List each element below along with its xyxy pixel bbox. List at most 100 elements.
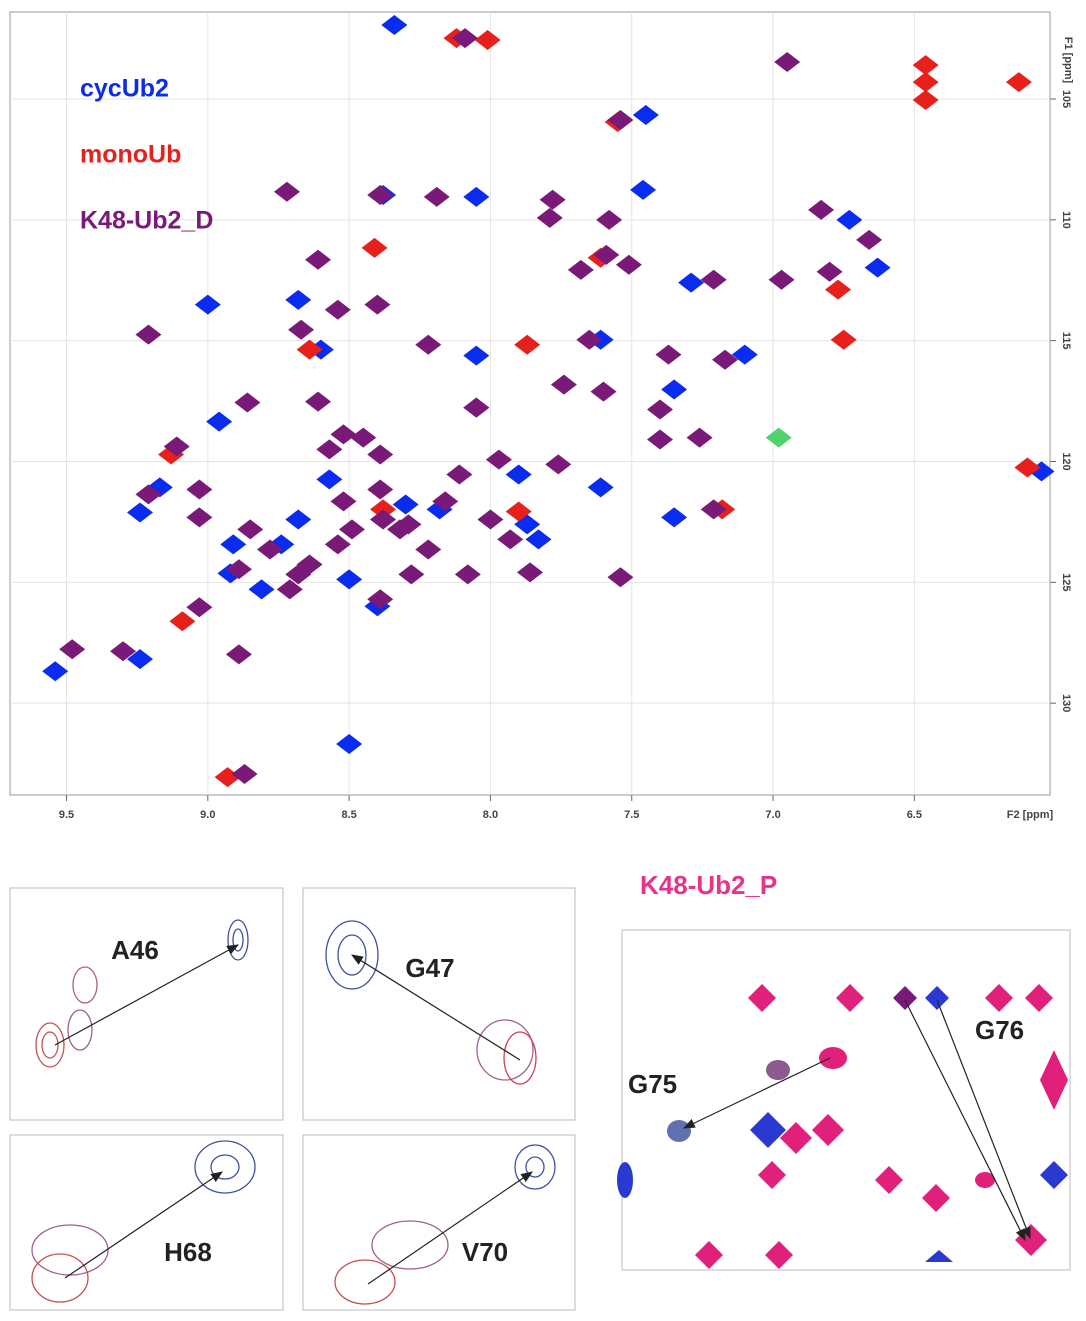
peak: [615, 254, 642, 275]
peak: [808, 199, 835, 220]
y-tick-label: 120: [1060, 452, 1072, 470]
peak: [135, 324, 162, 345]
peak: [127, 649, 153, 670]
peak: [225, 644, 252, 665]
x-tick-label: 8.0: [483, 809, 498, 821]
legend-entry: cycUb2: [80, 75, 169, 103]
inset-label: G47: [405, 953, 454, 983]
peak: [415, 539, 442, 560]
peak: [590, 381, 617, 402]
peak: [316, 439, 343, 460]
peak: [525, 529, 552, 550]
peak: [169, 611, 196, 632]
peak: [415, 334, 442, 355]
peak: [186, 479, 213, 500]
peak: [700, 499, 727, 520]
peak: [912, 55, 939, 76]
peak: [163, 436, 190, 457]
peak: [330, 491, 357, 512]
peak: [536, 207, 563, 228]
peak: [324, 534, 351, 555]
peak: [296, 339, 323, 360]
peak: [576, 329, 603, 350]
peak: [231, 763, 258, 784]
x-tick-label: 6.5: [907, 809, 922, 821]
peak: [350, 427, 377, 448]
y-tick-label: 105: [1060, 90, 1072, 108]
peak: [825, 279, 852, 300]
peak: [630, 179, 657, 200]
peak: [765, 427, 792, 448]
peak: [367, 589, 394, 610]
peak: [324, 299, 351, 320]
peak: [550, 374, 577, 395]
peak: [194, 294, 221, 315]
y-tick-label: 125: [1060, 573, 1072, 591]
peak: [593, 244, 620, 265]
zoom-panel: [617, 929, 1071, 1271]
peak: [225, 559, 252, 580]
peak: [110, 641, 137, 662]
peak: [514, 334, 541, 355]
peak: [463, 397, 490, 418]
peak: [607, 110, 634, 131]
peak: [336, 569, 363, 590]
peak: [912, 89, 939, 110]
inset-panels: [9, 887, 576, 1311]
zoom-label: G75: [628, 1069, 677, 1099]
peak: [135, 484, 162, 505]
peak: [661, 507, 688, 528]
x-tick-label: 7.0: [765, 809, 780, 821]
peak: [545, 454, 572, 475]
y-tick-label: 115: [1060, 332, 1072, 350]
peak: [237, 519, 264, 540]
x-tick-label: 9.0: [200, 809, 215, 821]
peak: [463, 345, 490, 366]
peak: [367, 184, 394, 205]
peak: [361, 237, 388, 258]
x-tick-label: 8.5: [341, 809, 356, 821]
zoom-title: K48-Ub2_P: [640, 870, 777, 900]
x-axis-label: F2 [ppm]: [1007, 809, 1054, 821]
peak: [768, 269, 795, 290]
peak: [336, 734, 363, 755]
inset-label: V70: [462, 1237, 508, 1267]
peak: [463, 186, 490, 207]
peak: [186, 597, 213, 618]
x-tick-label: 9.5: [59, 809, 74, 821]
peak: [381, 15, 408, 36]
peak: [432, 491, 459, 512]
peak: [816, 261, 843, 282]
peak: [700, 269, 727, 290]
peak: [1014, 457, 1041, 478]
y-tick-label: 110: [1060, 211, 1072, 229]
peak: [661, 379, 688, 400]
peak: [497, 529, 524, 550]
peak: [539, 189, 566, 210]
peak: [587, 477, 614, 498]
peak: [395, 514, 422, 535]
peak: [305, 391, 332, 412]
plot-frame: [9, 11, 1051, 796]
peak: [257, 539, 283, 560]
peak: [305, 249, 332, 270]
peak: [655, 344, 682, 365]
peak: [338, 519, 365, 540]
peak: [285, 289, 312, 310]
peak: [206, 411, 233, 432]
peak: [273, 181, 300, 202]
peak: [505, 464, 532, 485]
peak: [367, 479, 394, 500]
peak: [285, 564, 312, 585]
legend-entry: K48-Ub2_D: [80, 207, 213, 235]
peak: [1005, 72, 1032, 93]
peak: [454, 564, 481, 585]
peak: [367, 444, 394, 465]
peak: [127, 502, 153, 523]
peak: [288, 319, 315, 340]
peak: [186, 507, 213, 528]
peak: [330, 424, 357, 445]
peak: [398, 564, 425, 585]
x-tick-label: 7.5: [624, 809, 639, 821]
